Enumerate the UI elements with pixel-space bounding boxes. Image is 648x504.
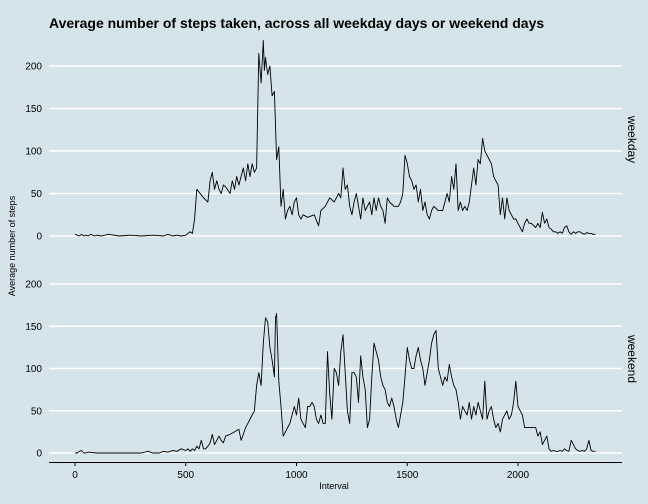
panel-weekday: 0 50 100 150 200 weekday: [25, 40, 639, 243]
x-tick-label: 1500: [396, 470, 419, 481]
facet-label-weekday: weekday: [625, 115, 639, 163]
x-tick-label: 0: [72, 470, 78, 481]
facet-label-weekend: weekend: [625, 334, 639, 383]
y-tick-label: 150: [25, 322, 42, 333]
y-tick-label: 200: [25, 62, 42, 73]
x-axis: 0 500 1000 1500 2000: [49, 462, 622, 481]
x-tick-label: 500: [177, 470, 194, 481]
y-tick-label: 50: [31, 189, 43, 200]
y-tick-label: 200: [25, 280, 42, 291]
y-tick-label: 0: [36, 232, 42, 243]
series-line-weekend: [75, 313, 596, 454]
panel-weekend: 0 50 100 150 200 weekend: [25, 280, 639, 460]
y-tick-label: 0: [36, 449, 42, 460]
series-line-weekday: [74, 40, 596, 237]
y-tick-label: 50: [31, 406, 43, 417]
x-tick-label: 2000: [507, 470, 530, 481]
y-tick-label: 150: [25, 104, 42, 115]
y-axis-label: Average number of steps: [7, 195, 17, 296]
chart-title: Average number of steps taken, across al…: [49, 15, 544, 31]
y-tick-label: 100: [25, 364, 42, 375]
panels: 0 50 100 150 200 weekday 0 50 100 150 200 weekend: [25, 40, 639, 460]
x-tick-label: 1000: [285, 470, 308, 481]
y-tick-label: 100: [25, 147, 42, 158]
x-axis-label: Interval: [319, 481, 349, 491]
